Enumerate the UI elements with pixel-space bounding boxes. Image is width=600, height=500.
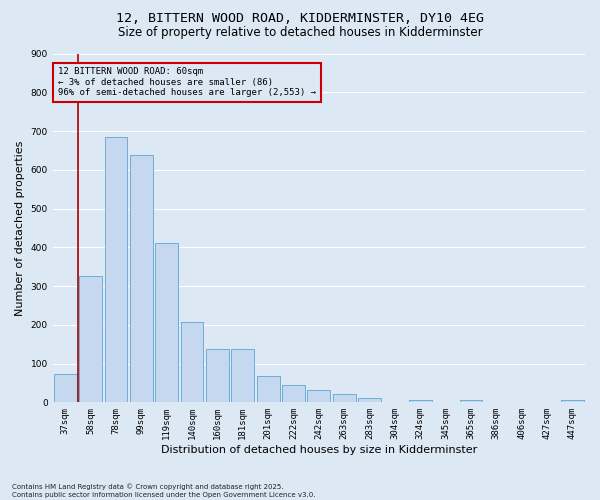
Text: Contains HM Land Registry data © Crown copyright and database right 2025.
Contai: Contains HM Land Registry data © Crown c… (12, 484, 316, 498)
Bar (181, 322, 203, 402)
Bar (232, 349, 254, 403)
Bar (104, 137, 127, 402)
X-axis label: Distribution of detached houses by size in Kidderminster: Distribution of detached houses by size … (161, 445, 477, 455)
Bar (282, 385, 305, 402)
Y-axis label: Number of detached properties: Number of detached properties (15, 140, 25, 316)
Bar (333, 394, 356, 402)
Bar (79, 276, 102, 402)
Bar (307, 390, 330, 402)
Bar (130, 155, 153, 402)
Bar (409, 400, 431, 402)
Bar (257, 376, 280, 402)
Text: 12 BITTERN WOOD ROAD: 60sqm
← 3% of detached houses are smaller (86)
96% of semi: 12 BITTERN WOOD ROAD: 60sqm ← 3% of deta… (58, 68, 316, 98)
Bar (206, 349, 229, 403)
Bar (460, 400, 482, 402)
Bar (155, 244, 178, 402)
Bar (54, 374, 77, 402)
Bar (358, 398, 381, 402)
Bar (561, 400, 584, 402)
Text: 12, BITTERN WOOD ROAD, KIDDERMINSTER, DY10 4EG: 12, BITTERN WOOD ROAD, KIDDERMINSTER, DY… (116, 12, 484, 26)
Text: Size of property relative to detached houses in Kidderminster: Size of property relative to detached ho… (118, 26, 482, 39)
